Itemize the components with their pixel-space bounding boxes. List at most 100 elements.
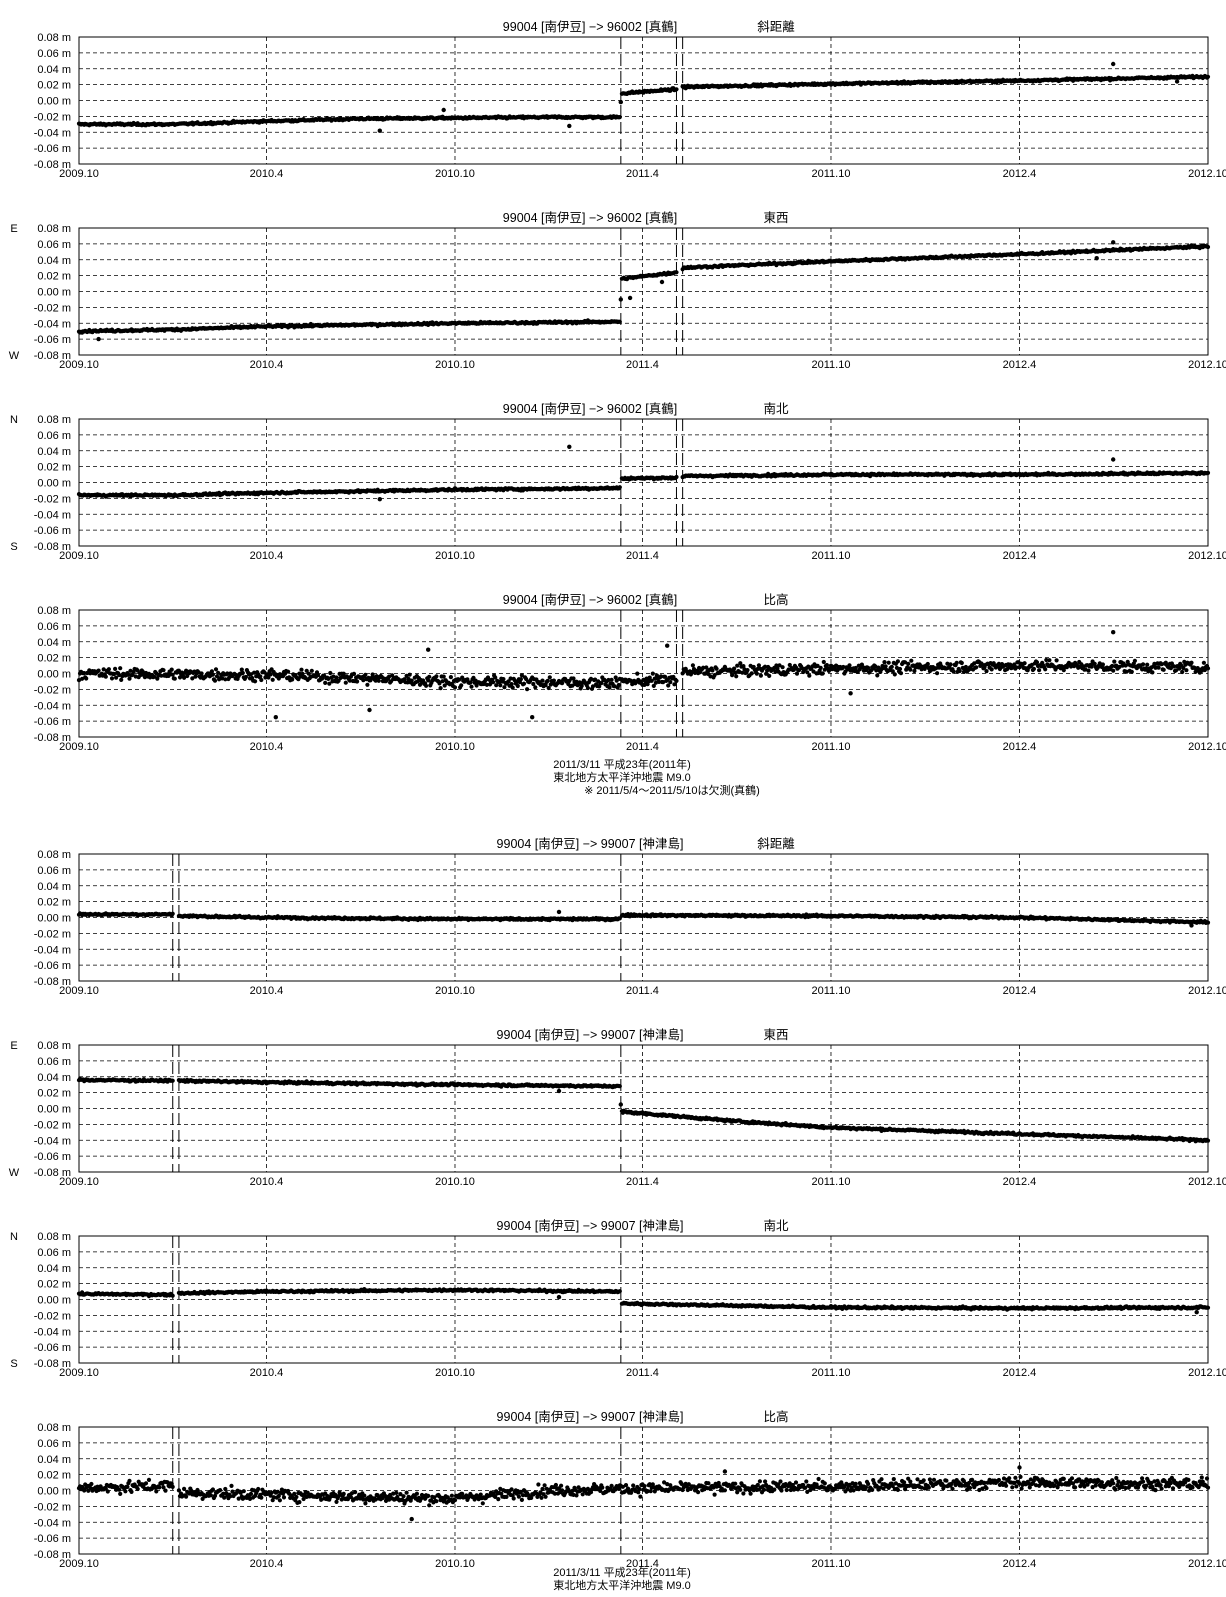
data-point: [509, 682, 514, 687]
data-point: [585, 685, 591, 691]
x-tick-label: 2009.10: [59, 168, 99, 180]
x-tick-label: 2010.4: [250, 168, 284, 180]
x-tick-label: 2011.10: [812, 359, 851, 371]
panel-component: 比高: [763, 592, 788, 607]
data-point: [1132, 658, 1137, 663]
x-tick-label: 2011.4: [626, 741, 659, 753]
data-point: [897, 666, 903, 672]
data-point: [355, 679, 360, 684]
x-tick-label: 2010.10: [435, 359, 475, 371]
data-point: [821, 659, 826, 665]
side-label-bottom: W: [9, 350, 20, 362]
x-tick-label: 2010.10: [435, 741, 475, 753]
data-point: [424, 683, 429, 688]
y-tick-label: 0.02 m: [37, 897, 71, 909]
data-point: [807, 673, 812, 678]
data-point: [1043, 667, 1048, 672]
data-point-outlier: [530, 715, 535, 720]
data-point: [1034, 660, 1040, 665]
data-point-outlier: [567, 444, 572, 449]
data-series: [76, 61, 1211, 133]
panel-1: 0.08 m0.06 m0.04 m0.02 m0.00 m-0.02 m-0.…: [34, 19, 1226, 180]
data-point: [501, 677, 506, 682]
panel-component: 南北: [763, 401, 789, 416]
data-point: [199, 671, 204, 676]
x-tick-label: 2012.4: [1003, 359, 1037, 371]
y-tick-label: 0.00 m: [37, 478, 71, 490]
data-point: [710, 668, 715, 673]
x-tick-label: 2009.10: [59, 359, 99, 371]
x-tick-label: 2010.10: [435, 168, 475, 180]
data-point: [935, 671, 940, 676]
y-tick-label: -0.04 m: [34, 318, 71, 330]
data-point: [820, 671, 825, 676]
data-point: [491, 680, 496, 685]
data-point: [674, 87, 679, 92]
data-point: [1022, 661, 1027, 666]
plot-frame: [78, 36, 1209, 165]
data-point: [1129, 669, 1134, 674]
data-point: [925, 661, 930, 667]
data-point: [892, 672, 897, 677]
data-point: [1184, 668, 1189, 673]
data-point: [96, 668, 101, 673]
data-point: [1111, 668, 1116, 673]
x-tick-label: 2011.4: [626, 168, 659, 180]
y-tick-label: 0.04 m: [37, 881, 71, 893]
plot-frame: [78, 418, 1209, 547]
data-point: [309, 668, 314, 673]
data-point: [616, 682, 621, 688]
data-point: [909, 658, 914, 663]
y-tick-label: 0.08 m: [37, 605, 71, 617]
data-point: [959, 660, 964, 666]
data-point: [119, 677, 124, 683]
data-point: [754, 671, 759, 676]
x-tick-label: 2009.10: [59, 985, 99, 997]
y-tick-label: 0.06 m: [37, 430, 71, 442]
data-point: [459, 683, 464, 688]
data-point: [551, 678, 557, 683]
data-point: [427, 674, 432, 679]
data-point: [343, 680, 348, 685]
y-tick-label: 0.00 m: [37, 913, 71, 925]
y-tick-label: -0.08 m: [34, 541, 71, 553]
y-tick-label: 0.04 m: [37, 64, 71, 76]
data-point: [758, 673, 764, 678]
data-point-outlier: [1174, 79, 1180, 84]
data-point: [847, 663, 852, 668]
data-point: [954, 660, 959, 666]
data-point: [270, 677, 275, 682]
y-tick-label: 0.02 m: [37, 462, 71, 474]
y-tick-label: -0.04 m: [34, 509, 71, 521]
data-point-outlier: [367, 707, 372, 713]
data-point: [1156, 665, 1161, 670]
data-point: [540, 678, 545, 683]
y-tick-label: -0.04 m: [34, 700, 71, 712]
data-point-outlier: [96, 336, 101, 342]
data-point: [609, 677, 614, 682]
y-tick-label: 0.06 m: [37, 239, 71, 251]
data-point: [299, 667, 304, 672]
data-point-outlier: [1111, 61, 1116, 67]
data-point: [212, 678, 218, 683]
x-tick-label: 2012.10: [1188, 168, 1226, 180]
data-point: [469, 684, 474, 689]
data-point: [1201, 660, 1206, 665]
data-point: [1031, 666, 1036, 672]
x-tick-label: 2012.4: [1003, 168, 1037, 180]
data-point: [515, 683, 520, 689]
data-point: [650, 671, 655, 676]
data-point-outlier: [377, 497, 382, 502]
panels: 0.08 m0.06 m0.04 m0.02 m0.00 m-0.02 m-0.…: [9, 19, 1226, 1570]
data-point: [118, 666, 123, 671]
data-point: [617, 319, 622, 324]
x-tick-label: 2010.10: [435, 550, 475, 562]
data-point: [1047, 658, 1052, 663]
data-point: [290, 677, 295, 682]
y-tick-label: 0.00 m: [37, 96, 71, 108]
data-point: [441, 674, 446, 679]
y-tick-label: 0.02 m: [37, 271, 71, 283]
data-point: [906, 661, 911, 667]
